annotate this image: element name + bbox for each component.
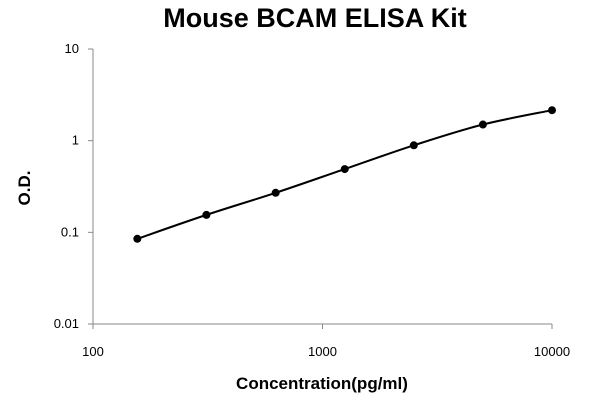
data-point bbox=[409, 141, 418, 150]
y-axis: 10 1 0.1 0.01 bbox=[54, 41, 94, 331]
y-tick-label: 0.1 bbox=[61, 224, 79, 239]
fit-curve bbox=[136, 109, 553, 240]
data-point bbox=[271, 188, 280, 197]
x-ticks: 100 1000 10000 bbox=[82, 324, 570, 359]
chart-title: Mouse BCAM ELISA Kit bbox=[163, 3, 467, 33]
x-tick-label: 10000 bbox=[534, 344, 570, 359]
data-point bbox=[202, 210, 211, 219]
data-point bbox=[133, 234, 142, 243]
x-tick-label: 100 bbox=[82, 344, 104, 359]
x-axis-label: Concentration(pg/ml) bbox=[236, 374, 408, 393]
data-point bbox=[548, 106, 556, 115]
y-tick-label: 10 bbox=[65, 41, 79, 56]
y-ticks: 10 1 0.1 0.01 bbox=[54, 41, 93, 331]
data-point bbox=[478, 120, 487, 129]
y-tick-label: 0.01 bbox=[54, 316, 79, 331]
data-point bbox=[340, 165, 349, 174]
y-axis-label: O.D. bbox=[15, 171, 34, 206]
x-tick-label: 1000 bbox=[308, 344, 337, 359]
x-axis: 100 1000 10000 bbox=[82, 323, 570, 359]
y-tick-label: 1 bbox=[72, 133, 79, 148]
plot-area bbox=[133, 106, 556, 243]
